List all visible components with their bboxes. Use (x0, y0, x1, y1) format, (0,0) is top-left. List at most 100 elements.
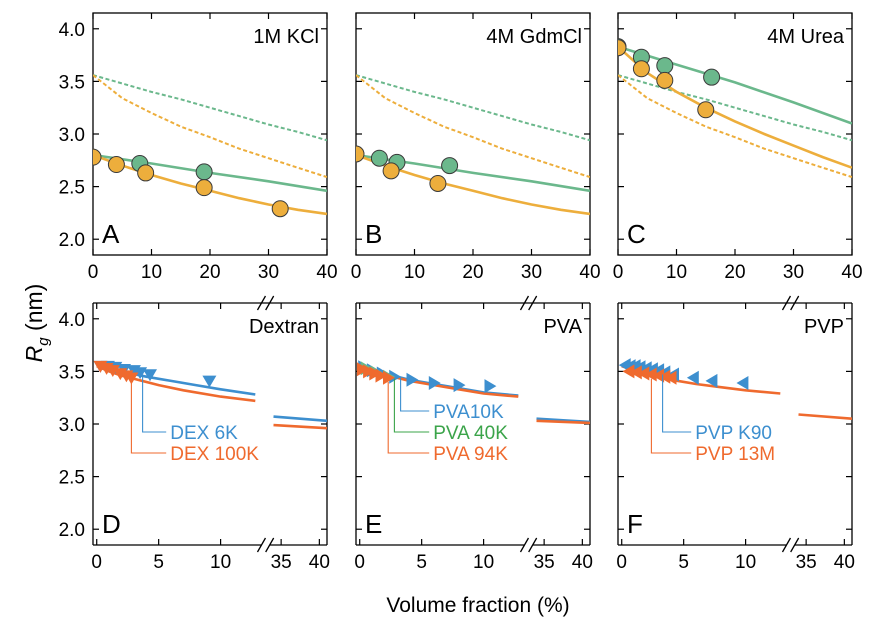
panel-a-data (93, 74, 327, 218)
panel-c-series-line-green-solid (618, 45, 852, 125)
panel-e-legend-label: PVA10K (433, 402, 504, 423)
panel-e-legend-leader (400, 376, 430, 412)
panel-a-data-point-orange (271, 200, 289, 218)
panel-a-title: 1M KCl (253, 26, 319, 48)
panel-e-xtick-label: 35 (534, 552, 555, 573)
panel-e-data-point-blue (453, 378, 466, 393)
panel-c-xtick-label: 20 (724, 262, 745, 283)
panel-b-title: 4M GdmCl (486, 26, 582, 48)
panel-d-legend-label: DEX 100K (170, 444, 259, 465)
panel-a-ytick-label: 2.5 (59, 178, 85, 199)
panel-d-data-point-red (124, 372, 139, 385)
panel-f-data-point-red (629, 365, 642, 380)
panel-c-letter: C (627, 219, 646, 249)
panel-a-xtick-label: 0 (88, 262, 99, 283)
panel-f-xtick-label: 10 (735, 552, 756, 573)
panel-b-data (356, 74, 590, 216)
panel-f-legend-leader (662, 374, 692, 433)
panel-d-xtick-label: 35 (271, 552, 292, 573)
panel-f-xtick-label: 0 (616, 552, 627, 573)
panel-b-letter: B (365, 219, 382, 249)
panel-b-xtick-label: 10 (404, 262, 425, 283)
panel-e-data-point-blue (428, 376, 441, 390)
panel-d-data-point-blue (202, 375, 217, 388)
panel-f-title: PVP (804, 316, 844, 338)
panel-c-data-point-orange (656, 71, 674, 89)
x-axis-label: Volume fraction (%) (386, 594, 569, 617)
panel-c-series-line-orange-dashed (618, 74, 852, 179)
panel-a-ytick-label: 3.5 (59, 72, 85, 93)
panel-b-data-point-orange (429, 174, 447, 192)
panel-b-xtick-label: 40 (579, 262, 600, 283)
panel-e-data-point-blue (406, 372, 419, 387)
panel-d-ytick-label: 4.0 (59, 310, 85, 331)
panel-f-legend-label: PVP K90 (695, 423, 772, 444)
panel-c-data-point-green (656, 57, 674, 75)
panel-f-data-point-red (644, 367, 657, 382)
y-axis-label-unit: (nm) (21, 284, 47, 338)
panel-c-xtick-label: 0 (613, 262, 624, 283)
panel-e-data-point-blue (389, 369, 402, 384)
panel-a-data-point-orange (93, 148, 102, 166)
panel-f-xtick-label: 35 (796, 552, 817, 573)
panel-d-ytick-label: 3.0 (59, 415, 85, 436)
panel-e-title: PVA (543, 316, 582, 338)
panel-e-axis-break-bottom (519, 537, 530, 553)
panel-f-axis-break-top (781, 295, 792, 311)
panel-e-series-line-red-solid (536, 419, 590, 425)
panel-a-series-line-orange-dashed (93, 74, 327, 179)
panel-a-ytick-label: 2.0 (59, 230, 85, 251)
panel-c-data (618, 38, 852, 179)
panel-e-axis-break-top (519, 295, 530, 311)
panel-b-xtick-label: 30 (521, 262, 542, 283)
panel-c-xtick-label: 10 (666, 262, 687, 283)
panel-a-frame (92, 12, 328, 256)
panel-f-xtick-label: 5 (678, 552, 689, 573)
panel-a-data-point-orange (195, 179, 213, 197)
panel-f-data-point-red (658, 369, 671, 384)
panel-f-data-point-blue (736, 376, 749, 390)
panel-a-data-point-orange (137, 164, 155, 182)
panel-f-data (618, 358, 852, 420)
panel-a-ytick-label: 3.0 (59, 125, 85, 146)
panel-b-xtick-label: 0 (351, 262, 362, 283)
panel-e-legend-leader (387, 381, 430, 454)
panel-d-legend-leader (142, 374, 167, 433)
panel-f-data-point-red (664, 370, 677, 385)
panel-c-title: 4M Urea (767, 26, 845, 48)
panel-a-xtick-label: 40 (316, 262, 337, 283)
panel-f-legend-label: PVP 13M (695, 444, 775, 465)
panel-b-data-point-orange (382, 162, 400, 180)
panel-d-letter: D (102, 509, 121, 539)
panel-d-axis-break-bottom (265, 537, 275, 553)
panel-a-xtick-label: 20 (199, 262, 220, 283)
y-axis-label: Rg (nm) (21, 284, 52, 363)
panel-e-xtick-label: 10 (473, 552, 494, 573)
panel-f-letter: F (627, 509, 643, 539)
panel-d-legend-label: DEX 6K (170, 423, 238, 444)
panel-a-xtick-label: 30 (258, 262, 279, 283)
panel-b-frame (355, 12, 591, 256)
panel-f-xtick-label: 40 (834, 552, 855, 573)
panel-f-data-point-red (652, 368, 665, 383)
y-axis-label-symbol: R (21, 346, 47, 363)
panel-f-axis-break-bottom (790, 537, 800, 553)
panel-b-data-point-green (441, 157, 459, 175)
panel-a-letter: A (102, 219, 120, 249)
panel-d-xtick-label: 5 (153, 552, 164, 573)
panel-f-data-point-blue (686, 370, 699, 385)
panel-d-xtick-label: 10 (210, 552, 231, 573)
panel-d-data-point-blue (143, 369, 157, 382)
panel-e-data (356, 360, 590, 425)
panel-d-series-line-blue-solid (273, 415, 327, 423)
panel-c-data-point-orange (697, 101, 715, 119)
panel-e-data-point-red (375, 368, 388, 383)
panel-e-legend-label: PVA 40K (433, 423, 508, 444)
panel-e-data-point-red (369, 366, 382, 381)
panel-e-xtick-label: 40 (572, 552, 593, 573)
panel-d-data-point-red (105, 365, 120, 377)
panel-a-series-line-green-dashed (93, 74, 327, 142)
panel-d-title: Dextran (249, 316, 319, 338)
